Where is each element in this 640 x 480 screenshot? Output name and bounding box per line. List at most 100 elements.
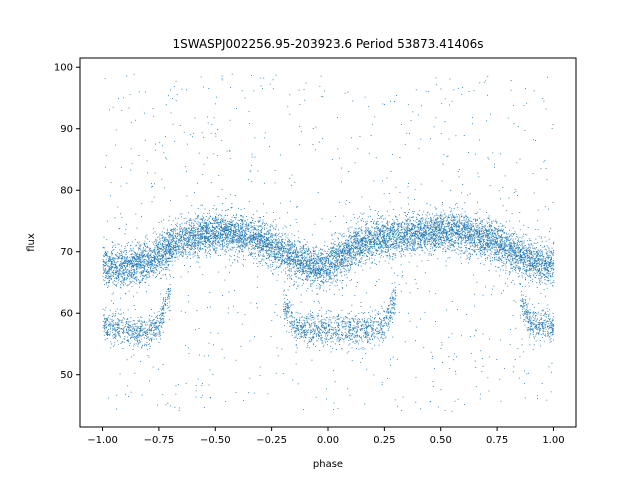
data-point [134, 272, 136, 274]
data-point [240, 214, 242, 216]
data-point [473, 234, 475, 236]
data-point [450, 242, 452, 244]
data-point [228, 241, 230, 243]
data-point [512, 258, 514, 260]
data-point [458, 246, 459, 248]
data-point [339, 253, 340, 255]
data-point [534, 260, 536, 262]
data-point [526, 273, 527, 275]
data-point [373, 235, 375, 237]
data-point [168, 260, 170, 262]
data-point [360, 244, 362, 246]
data-point [359, 253, 360, 255]
data-point [174, 229, 176, 230]
data-point [237, 261, 239, 263]
data-point [315, 257, 317, 259]
data-point [268, 244, 270, 246]
data-point [282, 255, 284, 257]
data-point [396, 242, 398, 244]
data-point [419, 236, 421, 237]
data-point [251, 244, 253, 246]
data-point [253, 226, 255, 228]
data-point [121, 252, 123, 254]
data-point [262, 223, 263, 225]
data-point [501, 265, 503, 267]
data-point [333, 252, 334, 253]
data-point [323, 271, 325, 273]
data-point [491, 225, 492, 227]
data-point [452, 249, 454, 251]
data-point [282, 252, 284, 254]
data-point [414, 234, 416, 236]
data-point [303, 247, 304, 249]
data-point [186, 240, 188, 242]
data-point [212, 243, 214, 244]
data-point [317, 277, 319, 279]
data-point [284, 251, 286, 253]
data-point [251, 238, 253, 239]
data-point [121, 263, 123, 265]
data-point [537, 253, 539, 254]
data-point [320, 269, 322, 270]
data-point [145, 237, 147, 239]
data-point [410, 238, 412, 239]
data-point [242, 218, 244, 220]
data-point [222, 249, 224, 250]
data-point [134, 263, 136, 265]
data-point [345, 259, 347, 260]
data-point [246, 242, 248, 244]
data-point [215, 217, 216, 219]
data-point [302, 269, 304, 270]
data-point [468, 225, 469, 227]
data-point [295, 244, 297, 246]
data-point [310, 257, 312, 259]
data-point [309, 255, 311, 257]
data-point [542, 254, 543, 256]
data-point [143, 254, 145, 255]
data-point [115, 284, 116, 286]
data-point [408, 245, 410, 247]
data-point [529, 253, 530, 255]
data-point [312, 253, 314, 255]
data-point [213, 249, 214, 251]
data-point [531, 278, 533, 280]
data-point [176, 238, 178, 240]
data-point [125, 257, 127, 259]
data-point [459, 231, 460, 232]
data-point [290, 271, 292, 272]
data-point [227, 234, 229, 236]
data-point [209, 244, 210, 245]
data-point [496, 254, 498, 255]
data-point [461, 243, 463, 245]
data-point [232, 242, 234, 244]
data-point [137, 261, 139, 262]
data-point [265, 234, 267, 235]
data-point [451, 225, 452, 227]
data-point [293, 252, 295, 254]
data-point [156, 239, 158, 241]
data-point [482, 221, 483, 223]
data-point [262, 235, 263, 237]
data-point [550, 262, 551, 264]
data-point [160, 243, 162, 245]
data-point [336, 253, 338, 255]
data-point [468, 240, 470, 242]
data-point [198, 224, 200, 226]
data-point [341, 275, 342, 277]
data-point [290, 263, 292, 264]
data-point [175, 243, 176, 244]
data-point [143, 269, 145, 271]
data-point [524, 261, 525, 263]
data-point [416, 230, 418, 231]
data-point [468, 248, 469, 249]
data-point [544, 274, 545, 276]
data-point [463, 217, 465, 219]
data-point [451, 235, 453, 237]
data-point [382, 226, 384, 228]
data-point [488, 215, 490, 217]
data-point [146, 259, 148, 261]
data-point [263, 241, 265, 243]
data-point [132, 260, 134, 262]
data-point [243, 230, 245, 232]
data-point [373, 236, 375, 238]
